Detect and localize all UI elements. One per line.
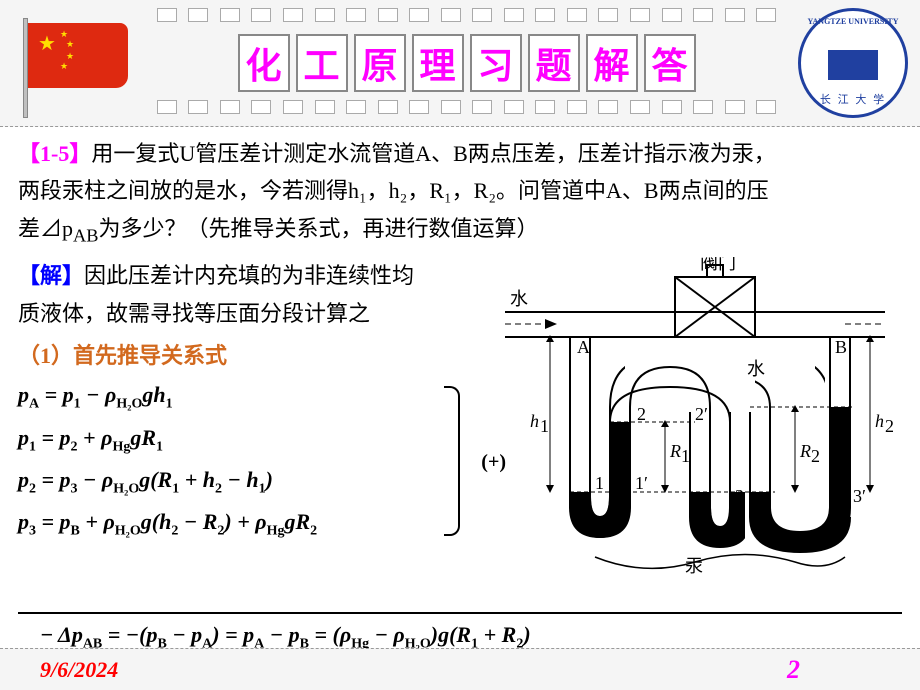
title-char: 工 <box>296 34 348 92</box>
svg-text:h: h <box>530 411 539 431</box>
title-char: 答 <box>644 34 696 92</box>
equation-3: p2 = p3 − ρH₂Og(R1 + h2 − h1) <box>18 467 448 497</box>
svg-text:R: R <box>799 441 811 461</box>
svg-text:2: 2 <box>885 416 894 436</box>
title-char: 原 <box>354 34 406 92</box>
title-char: 习 <box>470 34 522 92</box>
svg-text:2: 2 <box>637 404 646 424</box>
title-char: 题 <box>528 34 580 92</box>
logo-english: YANGTZE UNIVERSITY <box>807 17 898 26</box>
svg-text:水: 水 <box>747 359 765 379</box>
logo-chinese: 长 江 大 学 <box>820 91 886 107</box>
problem-number: 【1-5】 <box>18 141 91 166</box>
solution-column: 【解】因此压差计内充填的为非连续性均 质液体，故需寻找等压面分段计算之 （1）首… <box>18 257 478 602</box>
equation-2: p1 = p2 + ρHggR1 <box>18 425 448 455</box>
equation-4: p3 = pB + ρH₂Og(h2 − R2) + ρHggR2 <box>18 509 448 539</box>
china-flag: ★ ★ ★ ★ ★ <box>15 18 135 108</box>
svg-text:汞: 汞 <box>685 556 703 576</box>
slide-header: ★ ★ ★ ★ ★ 化 工 原 理 习 题 解 答 YANGTZE UNIVER… <box>0 0 920 127</box>
svg-text:1′: 1′ <box>635 473 648 493</box>
svg-text:1: 1 <box>540 416 549 436</box>
title-char: 化 <box>238 34 290 92</box>
solution-label: 【解】 <box>18 263 84 288</box>
title-char: 理 <box>412 34 464 92</box>
footer-page-number: 2 <box>787 655 800 685</box>
svg-text:R: R <box>669 441 681 461</box>
svg-text:1: 1 <box>681 446 690 466</box>
svg-text:水: 水 <box>510 289 528 309</box>
slide-footer: 9/6/2024 2 <box>0 648 920 690</box>
logo-building-icon <box>828 50 878 80</box>
step-1-title: （1）首先推导关系式 <box>18 338 478 370</box>
svg-text:B: B <box>835 337 847 357</box>
university-logo: YANGTZE UNIVERSITY 长 江 大 学 <box>798 8 908 118</box>
equation-group: pA = p1 − ρH₂Ogh1 p1 = p2 + ρHggR1 p2 = … <box>18 382 478 540</box>
svg-text:阀门: 阀门 <box>700 257 736 273</box>
equation-1: pA = p1 − ρH₂Ogh1 <box>18 382 448 412</box>
svg-text:2: 2 <box>811 446 820 466</box>
svg-text:A: A <box>577 337 590 357</box>
title-char: 解 <box>586 34 638 92</box>
svg-text:3: 3 <box>735 486 744 506</box>
svg-text:3′: 3′ <box>853 486 866 506</box>
manometer-diagram: 水 阀门 A B 水 h1 h2 R1 R2 汞 2 2′ 1 1′ 3 3′ <box>488 257 902 602</box>
svg-text:h: h <box>875 411 884 431</box>
problem-statement: 【1-5】用一复式U管压差计测定水流管道A、B两点压差，压差计指示液为汞， 两段… <box>18 135 902 251</box>
svg-text:1: 1 <box>595 473 604 493</box>
footer-date: 9/6/2024 <box>40 657 118 683</box>
title-filmstrip: 化 工 原 理 习 题 解 答 <box>145 8 788 118</box>
slide-content: 【1-5】用一复式U管压差计测定水流管道A、B两点压差，压差计指示液为汞， 两段… <box>0 127 920 661</box>
solution-intro: 【解】因此压差计内充填的为非连续性均 质液体，故需寻找等压面分段计算之 <box>18 257 478 332</box>
final-equation: − ΔpAB = −(pB − pA) = pA − pB = (ρHg − ρ… <box>18 612 902 652</box>
svg-text:2′: 2′ <box>695 404 708 424</box>
